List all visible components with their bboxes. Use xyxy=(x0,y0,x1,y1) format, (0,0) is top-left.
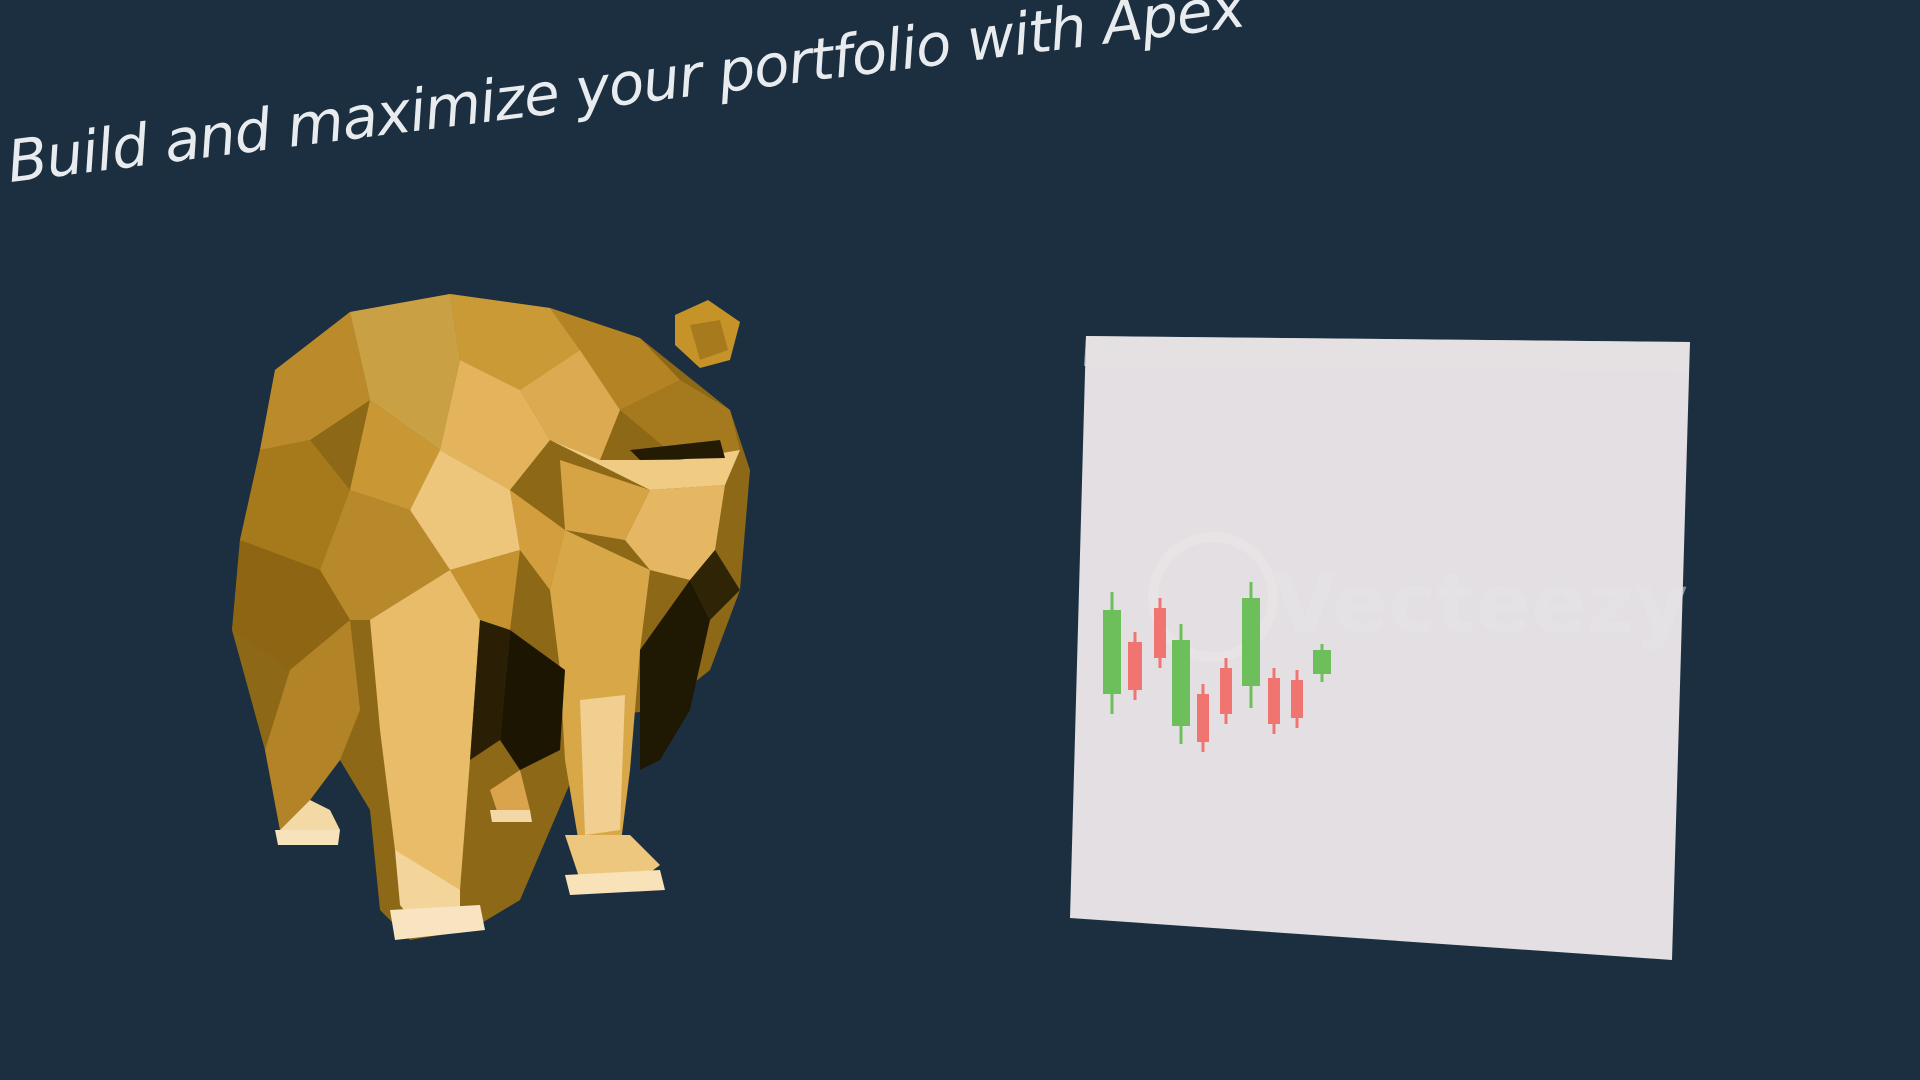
candle-4 xyxy=(1172,624,1190,744)
watermark-text: Vecteezy xyxy=(1273,557,1688,652)
candle-3 xyxy=(1154,598,1166,668)
candle-9 xyxy=(1291,670,1303,728)
candle-10 xyxy=(1313,644,1331,682)
candle-1 xyxy=(1103,592,1121,714)
candle-8 xyxy=(1268,668,1280,734)
candle-2 xyxy=(1128,632,1142,700)
candle-6 xyxy=(1220,658,1232,724)
candlestick-board: Vecteezy xyxy=(1068,332,1698,962)
lowpoly-bear-icon xyxy=(232,294,750,940)
headline: Build and maximize your portfolio with A… xyxy=(3,0,1249,196)
candle-7 xyxy=(1242,582,1260,708)
candle-5 xyxy=(1197,684,1209,752)
